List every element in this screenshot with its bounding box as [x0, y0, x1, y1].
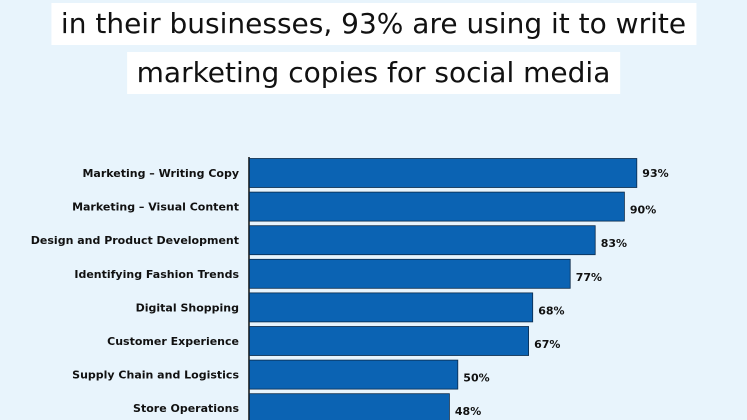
- category-label: Customer Experience: [107, 335, 239, 348]
- bar: [249, 258, 571, 289]
- value-label: 83%: [601, 237, 627, 250]
- bar: [249, 359, 459, 390]
- category-label: Supply Chain and Logistics: [72, 369, 239, 382]
- bar: [249, 225, 596, 256]
- category-label: Design and Product Development: [31, 234, 239, 247]
- headline-line-1: in their businesses, 93% are using it to…: [50, 3, 697, 45]
- category-label: Identifying Fashion Trends: [74, 268, 239, 281]
- value-label: 67%: [534, 338, 560, 351]
- value-label: 68%: [538, 304, 564, 317]
- value-label: 50%: [463, 372, 489, 385]
- bar: [249, 393, 450, 420]
- headline-line-2: marketing copies for social media: [126, 52, 621, 94]
- value-label: 93%: [642, 167, 668, 180]
- value-label: 90%: [630, 204, 656, 217]
- category-label: Marketing – Visual Content: [72, 201, 239, 214]
- bar: [249, 292, 534, 323]
- value-label: 48%: [455, 405, 481, 418]
- bar: [249, 158, 638, 188]
- bar: [249, 191, 625, 222]
- bar: [249, 326, 530, 356]
- category-label: Digital Shopping: [136, 301, 239, 314]
- category-label: Marketing – Writing Copy: [82, 167, 239, 180]
- category-label: Store Operations: [133, 402, 239, 415]
- value-label: 77%: [576, 271, 602, 284]
